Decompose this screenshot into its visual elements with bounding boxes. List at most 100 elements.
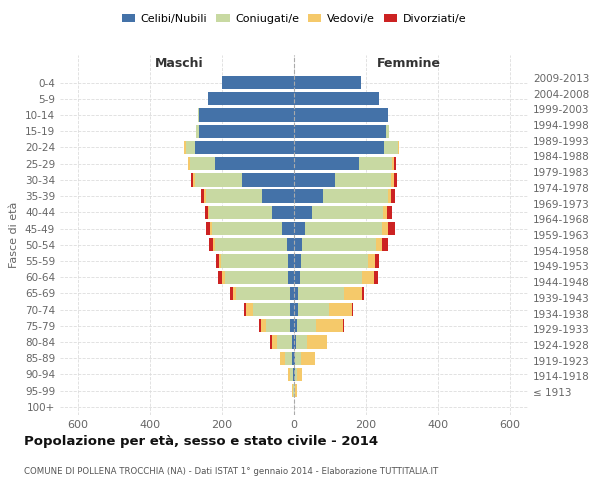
Bar bbox=[294, 270, 301, 284]
Bar bbox=[298, 286, 344, 300]
Bar bbox=[266, 319, 290, 332]
Bar bbox=[209, 238, 213, 252]
Bar bbox=[391, 190, 395, 202]
Bar bbox=[294, 157, 359, 170]
Bar bbox=[382, 222, 388, 235]
Bar bbox=[288, 368, 290, 381]
Bar bbox=[188, 157, 190, 170]
Bar bbox=[301, 270, 362, 284]
Bar bbox=[293, 368, 294, 381]
Bar bbox=[201, 190, 204, 202]
Bar bbox=[316, 319, 343, 332]
Bar bbox=[297, 319, 316, 332]
Bar bbox=[287, 270, 294, 284]
Bar bbox=[368, 254, 375, 268]
Bar bbox=[184, 141, 186, 154]
Bar bbox=[212, 222, 283, 235]
Bar bbox=[298, 303, 329, 316]
Bar bbox=[205, 206, 208, 219]
Bar bbox=[287, 254, 294, 268]
Bar bbox=[294, 352, 295, 365]
Bar bbox=[294, 254, 301, 268]
Text: Femmine: Femmine bbox=[377, 56, 441, 70]
Bar bbox=[296, 336, 307, 348]
Bar bbox=[394, 173, 397, 186]
Bar bbox=[329, 303, 352, 316]
Bar bbox=[208, 206, 209, 219]
Bar bbox=[294, 92, 379, 106]
Bar bbox=[285, 352, 292, 365]
Bar bbox=[198, 108, 199, 122]
Bar bbox=[294, 303, 298, 316]
Bar bbox=[362, 270, 374, 284]
Bar bbox=[219, 254, 221, 268]
Bar bbox=[218, 270, 221, 284]
Bar bbox=[294, 286, 298, 300]
Bar bbox=[244, 303, 246, 316]
Bar bbox=[259, 319, 260, 332]
Bar bbox=[253, 303, 290, 316]
Bar bbox=[323, 190, 388, 202]
Bar bbox=[388, 190, 391, 202]
Bar bbox=[292, 384, 293, 398]
Bar bbox=[383, 206, 387, 219]
Bar bbox=[312, 206, 383, 219]
Bar bbox=[301, 254, 368, 268]
Bar bbox=[191, 173, 193, 186]
Bar bbox=[209, 206, 272, 219]
Bar bbox=[206, 222, 211, 235]
Bar bbox=[221, 254, 287, 268]
Bar bbox=[384, 141, 398, 154]
Bar bbox=[283, 222, 294, 235]
Bar bbox=[193, 173, 195, 186]
Bar bbox=[215, 254, 219, 268]
Bar bbox=[222, 76, 294, 89]
Bar bbox=[262, 190, 294, 202]
Bar bbox=[294, 319, 297, 332]
Bar bbox=[374, 270, 378, 284]
Bar bbox=[224, 270, 287, 284]
Bar bbox=[199, 124, 294, 138]
Bar bbox=[297, 368, 302, 381]
Bar bbox=[386, 124, 389, 138]
Bar bbox=[270, 336, 272, 348]
Bar bbox=[375, 254, 379, 268]
Bar bbox=[204, 190, 206, 202]
Bar bbox=[236, 286, 290, 300]
Legend: Celibi/Nubili, Coniugati/e, Vedovi/e, Divorziati/e: Celibi/Nubili, Coniugati/e, Vedovi/e, Di… bbox=[122, 14, 466, 24]
Bar bbox=[295, 352, 301, 365]
Bar bbox=[344, 286, 362, 300]
Bar bbox=[302, 238, 376, 252]
Bar bbox=[294, 141, 384, 154]
Bar bbox=[294, 206, 312, 219]
Bar bbox=[215, 238, 287, 252]
Bar bbox=[277, 336, 292, 348]
Bar bbox=[362, 286, 364, 300]
Bar bbox=[292, 352, 294, 365]
Bar bbox=[211, 222, 212, 235]
Bar bbox=[376, 238, 382, 252]
Bar bbox=[290, 368, 293, 381]
Bar bbox=[272, 206, 294, 219]
Bar bbox=[260, 319, 266, 332]
Text: COMUNE DI POLLENA TROCCHIA (NA) - Dati ISTAT 1° gennaio 2014 - Elaborazione TUTT: COMUNE DI POLLENA TROCCHIA (NA) - Dati I… bbox=[24, 468, 438, 476]
Bar bbox=[287, 238, 294, 252]
Bar bbox=[295, 384, 297, 398]
Bar bbox=[295, 368, 297, 381]
Bar bbox=[195, 141, 294, 154]
Bar bbox=[335, 173, 391, 186]
Bar bbox=[352, 303, 353, 316]
Bar bbox=[388, 222, 395, 235]
Bar bbox=[280, 352, 285, 365]
Bar bbox=[387, 206, 392, 219]
Bar bbox=[195, 173, 242, 186]
Bar bbox=[206, 190, 262, 202]
Bar bbox=[196, 124, 199, 138]
Text: Popolazione per età, sesso e stato civile - 2014: Popolazione per età, sesso e stato civil… bbox=[24, 435, 378, 448]
Bar bbox=[294, 124, 386, 138]
Bar bbox=[215, 157, 294, 170]
Bar bbox=[359, 157, 392, 170]
Bar bbox=[392, 157, 394, 170]
Bar bbox=[294, 173, 335, 186]
Bar bbox=[213, 238, 215, 252]
